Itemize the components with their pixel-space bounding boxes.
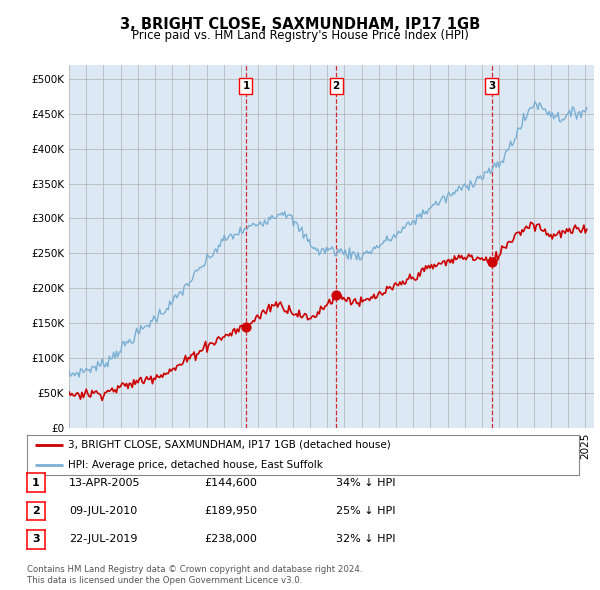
Text: 13-APR-2005: 13-APR-2005	[69, 478, 140, 487]
Text: 2: 2	[332, 81, 340, 91]
Text: 3: 3	[488, 81, 495, 91]
Text: 1: 1	[242, 81, 250, 91]
Text: £238,000: £238,000	[204, 535, 257, 544]
Text: 09-JUL-2010: 09-JUL-2010	[69, 506, 137, 516]
Text: Contains HM Land Registry data © Crown copyright and database right 2024.: Contains HM Land Registry data © Crown c…	[27, 565, 362, 575]
Text: £189,950: £189,950	[204, 506, 257, 516]
Text: 2: 2	[32, 506, 40, 516]
Text: This data is licensed under the Open Government Licence v3.0.: This data is licensed under the Open Gov…	[27, 576, 302, 585]
Text: £144,600: £144,600	[204, 478, 257, 487]
Text: 34% ↓ HPI: 34% ↓ HPI	[336, 478, 395, 487]
Text: 3, BRIGHT CLOSE, SAXMUNDHAM, IP17 1GB: 3, BRIGHT CLOSE, SAXMUNDHAM, IP17 1GB	[120, 17, 480, 31]
Text: 3: 3	[32, 535, 40, 544]
Text: 3, BRIGHT CLOSE, SAXMUNDHAM, IP17 1GB (detached house): 3, BRIGHT CLOSE, SAXMUNDHAM, IP17 1GB (d…	[68, 440, 391, 450]
Text: 25% ↓ HPI: 25% ↓ HPI	[336, 506, 395, 516]
Point	[241, 322, 251, 332]
Text: HPI: Average price, detached house, East Suffolk: HPI: Average price, detached house, East…	[68, 460, 323, 470]
Text: Price paid vs. HM Land Registry's House Price Index (HPI): Price paid vs. HM Land Registry's House …	[131, 29, 469, 42]
Point	[487, 257, 496, 267]
Text: 1: 1	[32, 478, 40, 487]
Text: 22-JUL-2019: 22-JUL-2019	[69, 535, 137, 544]
Text: 32% ↓ HPI: 32% ↓ HPI	[336, 535, 395, 544]
Point	[331, 290, 341, 300]
